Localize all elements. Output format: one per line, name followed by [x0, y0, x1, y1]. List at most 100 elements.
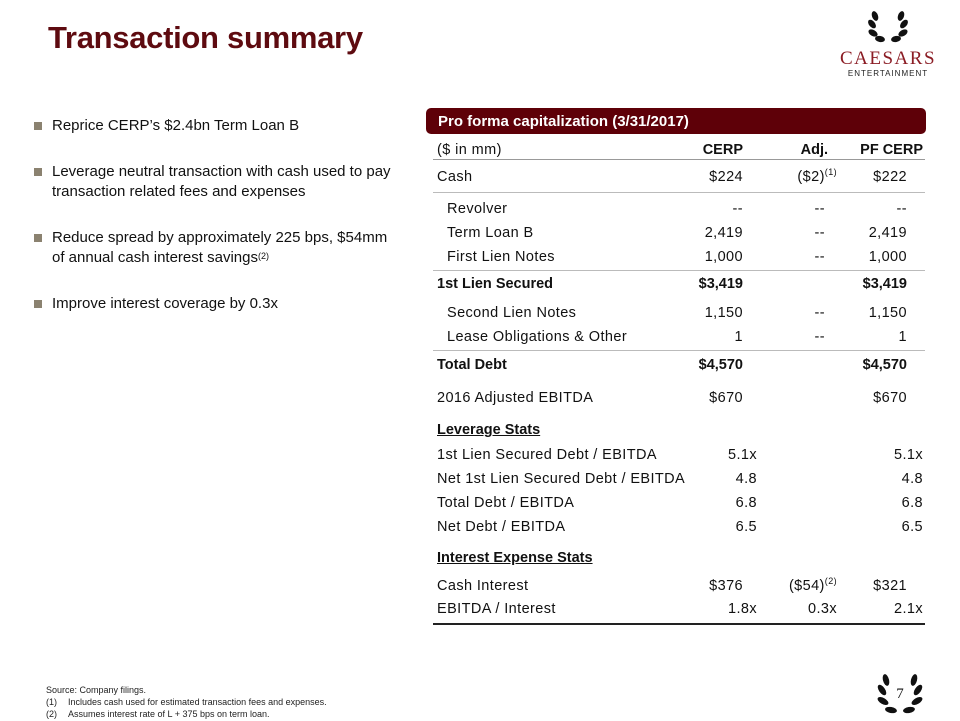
row-label: Net Debt / EBITDA: [437, 519, 566, 535]
footnotes: Source: Company filings. (1) Includes cas…: [46, 684, 327, 720]
cell-cerp: 4.8: [735, 471, 757, 487]
table-row: Cash $224 ($2)(1) $222: [433, 167, 925, 191]
header-adj: Adj.: [800, 142, 828, 158]
bullet-item: Reprice CERP’s $2.4bn Term Loan B: [34, 116, 394, 136]
source-note: Source: Company filings.: [46, 685, 147, 695]
table-header: ($ in mm) CERP Adj. PF CERP: [433, 142, 925, 164]
cell-pf-cerp: $4,570: [862, 357, 907, 373]
cell-cerp: $3,419: [698, 276, 743, 292]
cell-pf-cerp: 1,150: [868, 305, 907, 321]
table-row: Total Debt $4,570 $4,570: [433, 357, 925, 379]
bullet-square-icon: [34, 234, 42, 242]
cell-cerp: $670: [709, 390, 743, 406]
table-row: First Lien Notes 1,000 -- 1,000: [433, 249, 925, 271]
row-label: First Lien Notes: [447, 249, 555, 265]
table-row: Revolver -- -- --: [433, 201, 925, 223]
row-label: Revolver: [447, 201, 508, 217]
bullet-item: Reduce spread by approximately 225 bps, …: [34, 228, 394, 268]
logo-sub: ENTERTAINMENT: [847, 69, 929, 78]
cell-pf-cerp: $670: [873, 390, 907, 406]
table-title-bar: Pro forma capitalization (3/31/2017): [426, 108, 926, 134]
cell-adj: --: [814, 249, 825, 265]
row-label: 1st Lien Secured Debt / EBITDA: [437, 447, 657, 463]
table-row: Net Debt / EBITDA 6.5 6.5: [433, 519, 925, 541]
bullet-square-icon: [34, 168, 42, 176]
divider: [433, 623, 925, 625]
cell-cerp: 6.8: [735, 495, 757, 511]
cell-pf-cerp: 6.8: [901, 495, 923, 511]
cell-pf-cerp: 2.1x: [893, 601, 923, 617]
cell-cerp: 1,150: [704, 305, 743, 321]
bullet-item: Improve interest coverage by 0.3x: [34, 294, 394, 314]
cell-pf-cerp: 5.1x: [893, 447, 923, 463]
cell-cerp: 6.5: [735, 519, 757, 535]
cell-pf-cerp: 2,419: [868, 225, 907, 241]
row-label: Cash Interest: [437, 578, 529, 594]
row-label: EBITDA / Interest: [437, 601, 556, 617]
table-title: Pro forma capitalization (3/31/2017): [438, 113, 689, 130]
table-row: Second Lien Notes 1,150 -- 1,150: [433, 305, 925, 327]
cell-pf-cerp: $222: [873, 169, 907, 185]
cell-adj: --: [814, 329, 825, 345]
cell-cerp: $376: [709, 578, 743, 594]
cell-pf-cerp: 4.8: [901, 471, 923, 487]
table-row: Net 1st Lien Secured Debt / EBITDA 4.8 4.8: [433, 471, 925, 493]
row-label: Second Lien Notes: [447, 305, 577, 321]
caesars-logo: CAESARS ENTERTAINMENT: [838, 10, 938, 78]
divider: [433, 270, 925, 271]
row-label: Total Debt: [437, 357, 507, 373]
cell-cerp: 1.8x: [727, 601, 757, 617]
header-cerp: CERP: [702, 142, 743, 158]
row-label: Interest Expense Stats: [437, 550, 593, 566]
cell-adj: --: [814, 225, 825, 241]
table-row: 1st Lien Secured Debt / EBITDA 5.1x 5.1x: [433, 447, 925, 469]
cell-pf-cerp: $321: [873, 578, 907, 594]
page-number: 7: [896, 686, 904, 702]
cell-adj: 0.3x: [807, 601, 837, 617]
table-row: EBITDA / Interest 1.8x 0.3x 2.1x: [433, 601, 925, 623]
cell-cerp: --: [732, 201, 743, 217]
row-label: Net 1st Lien Secured Debt / EBITDA: [437, 471, 686, 487]
cell-pf-cerp: 1,000: [868, 249, 907, 265]
cell-cerp: $224: [709, 169, 743, 185]
bullet-square-icon: [34, 300, 42, 308]
table-row: 1st Lien Secured $3,419 $3,419: [433, 276, 925, 298]
table-row: Interest Expense Stats: [433, 550, 925, 572]
page-title: Transaction summary: [48, 20, 363, 55]
cell-cerp: 2,419: [704, 225, 743, 241]
footnote: (2) Assumes interest rate of L + 375 bps …: [46, 709, 270, 719]
cell-pf-cerp: --: [896, 201, 907, 217]
cell-adj: --: [814, 201, 825, 217]
cell-cerp: 1: [734, 329, 743, 345]
cell-cerp: $4,570: [698, 357, 743, 373]
table-row: 2016 Adjusted EBITDA $670 $670: [433, 390, 925, 412]
table-row: Cash Interest $376 ($54)(2) $321: [433, 576, 925, 600]
table-row: Leverage Stats: [433, 422, 925, 444]
row-label: Leverage Stats: [437, 422, 541, 438]
row-label: Total Debt / EBITDA: [437, 495, 575, 511]
table-row: Lease Obligations & Other 1 -- 1: [433, 329, 925, 351]
cell-adj: --: [814, 305, 825, 321]
table-row: Total Debt / EBITDA 6.8 6.8: [433, 495, 925, 517]
page-badge: 7: [872, 672, 928, 716]
cell-adj: ($2)(1): [797, 167, 837, 185]
footnote: (1) Includes cash used for estimated tran…: [46, 697, 327, 707]
row-label: 2016 Adjusted EBITDA: [437, 390, 594, 406]
bullet-item: Leverage neutral transaction with cash u…: [34, 162, 394, 202]
divider: [433, 350, 925, 351]
cell-pf-cerp: 6.5: [901, 519, 923, 535]
logo-name: CAESARS: [839, 48, 937, 69]
header-units: ($ in mm): [437, 142, 502, 158]
cell-pf-cerp: 1: [898, 329, 907, 345]
row-label: Cash: [437, 169, 473, 185]
cell-cerp: 5.1x: [727, 447, 757, 463]
header-pf-cerp: PF CERP: [860, 142, 923, 158]
laurel-icon: [877, 674, 923, 714]
divider: [433, 192, 925, 193]
table-row: Term Loan B 2,419 -- 2,419: [433, 225, 925, 247]
divider: [433, 159, 925, 160]
row-label: Term Loan B: [447, 225, 534, 241]
laurel-icon: [868, 11, 908, 43]
cell-pf-cerp: $3,419: [862, 276, 907, 292]
cell-cerp: 1,000: [704, 249, 743, 265]
